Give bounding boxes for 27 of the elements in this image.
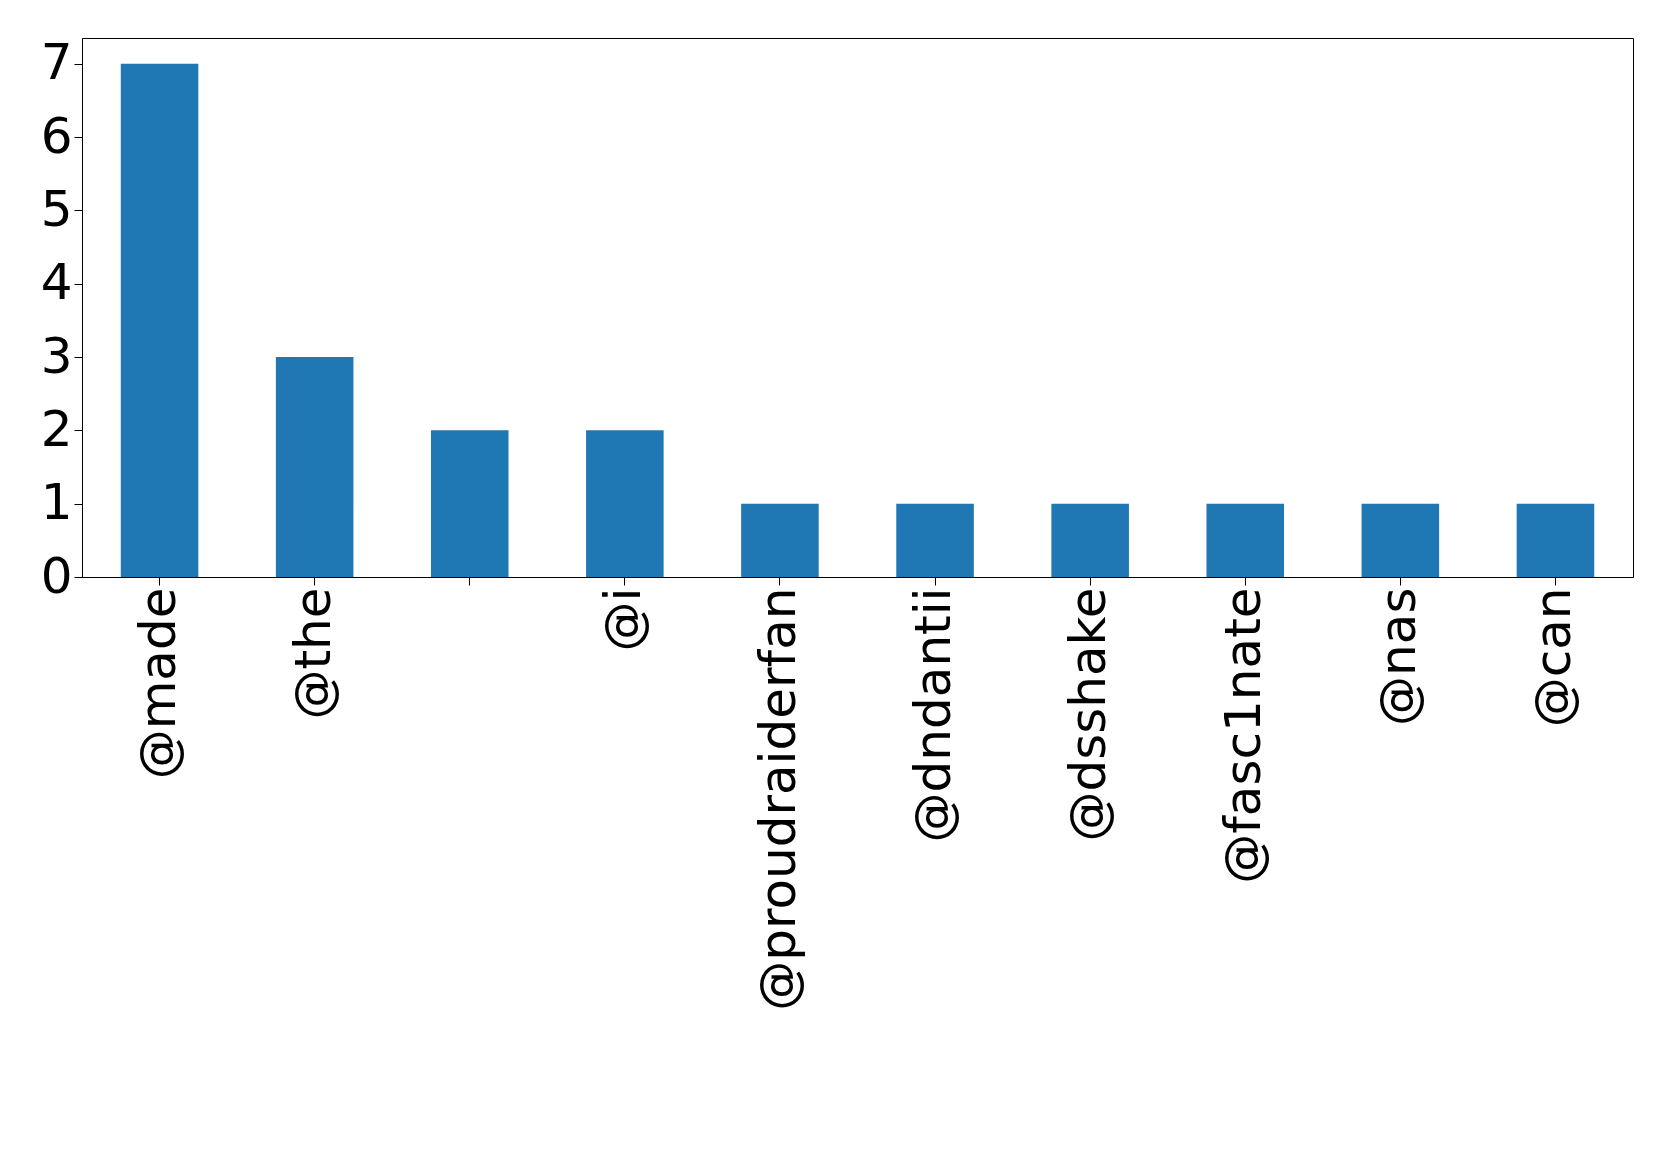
x-tick-label: @dsshake <box>1059 587 1118 842</box>
y-tick-label: 1 <box>40 473 73 532</box>
x-tick-label: @i <box>593 587 652 652</box>
bar <box>1361 503 1440 577</box>
y-tick-label: 3 <box>40 326 73 385</box>
bar <box>741 503 819 577</box>
x-tick-label: @can <box>1524 587 1583 728</box>
bar <box>430 430 509 577</box>
bar <box>586 430 664 577</box>
x-tick-label: @dndantii <box>904 587 963 843</box>
y-tick-label: 7 <box>40 33 73 92</box>
bar <box>896 503 974 577</box>
y-tick-label: 4 <box>40 253 73 312</box>
x-tick-label: @nas <box>1369 587 1428 726</box>
bar <box>1516 503 1595 577</box>
y-tick-label: 5 <box>40 179 73 238</box>
bar <box>1051 503 1129 577</box>
x-tick-label: @fasc1nate <box>1214 587 1273 884</box>
bar <box>120 63 199 577</box>
x-tick-label: @the <box>283 587 342 720</box>
x-tick-label: @proudraiderfan <box>748 587 807 1011</box>
bar <box>1206 503 1285 577</box>
bar <box>275 357 354 577</box>
x-tick-label: @made <box>128 587 187 780</box>
y-tick-label: 0 <box>40 546 73 605</box>
y-tick-label: 2 <box>40 399 73 458</box>
y-tick-label: 6 <box>40 106 73 165</box>
